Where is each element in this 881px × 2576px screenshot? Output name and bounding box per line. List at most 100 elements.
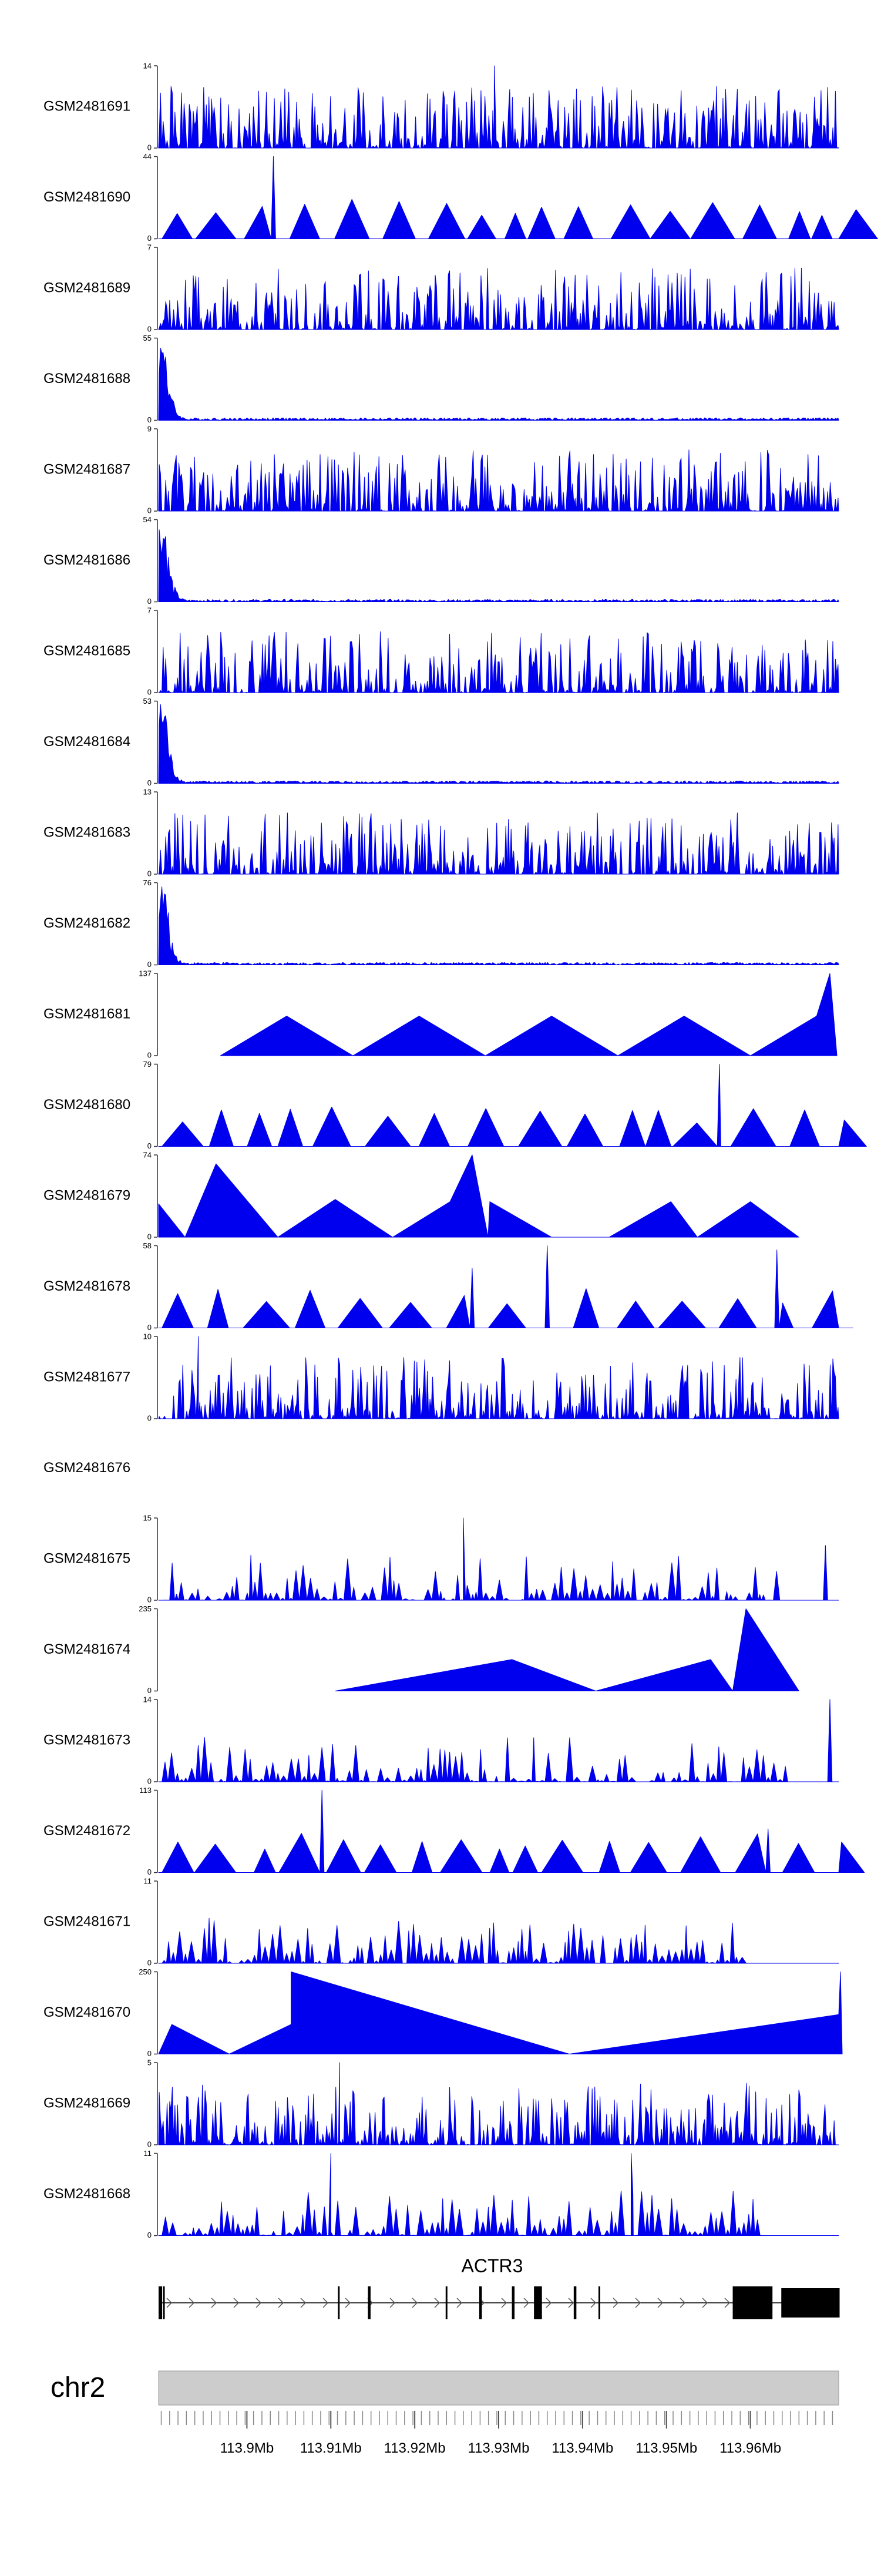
strand-arrow bbox=[613, 2298, 619, 2308]
track-gsm2481673: GSM2481673 14 0 bbox=[43, 1695, 839, 1785]
exon bbox=[159, 2286, 163, 2319]
signal-area bbox=[158, 65, 839, 149]
track-gsm2481681: GSM2481681 137 0 bbox=[43, 969, 838, 1059]
signal-area bbox=[158, 2153, 839, 2236]
axis-tick-label: 113.96Mb bbox=[719, 2440, 781, 2456]
exon bbox=[573, 2286, 577, 2319]
exon bbox=[781, 2288, 840, 2318]
track-gsm2481689: GSM2481689 7 0 bbox=[43, 243, 839, 333]
track-gsm2481668: GSM2481668 11 0 bbox=[43, 2149, 839, 2239]
strand-arrow bbox=[434, 2298, 441, 2308]
signal-area bbox=[158, 1699, 839, 1782]
y-axis-max-label: 113 bbox=[139, 1786, 152, 1795]
y-axis-min-label: 0 bbox=[147, 143, 152, 152]
strand-arrow bbox=[546, 2298, 552, 2308]
y-axis-max-label: 58 bbox=[143, 1241, 152, 1250]
exon bbox=[445, 2286, 448, 2319]
y-axis-min-label: 0 bbox=[147, 778, 152, 787]
y-axis-max-label: 76 bbox=[143, 878, 152, 887]
track-gsm2481676: GSM2481676 bbox=[43, 1460, 130, 1476]
track-label: GSM2481670 bbox=[43, 2004, 130, 2020]
strand-arrow bbox=[233, 2298, 240, 2308]
y-axis-max-label: 10 bbox=[143, 1332, 152, 1341]
strand-arrow bbox=[724, 2298, 731, 2308]
signal-area bbox=[158, 1917, 839, 1964]
y-axis-min-label: 0 bbox=[147, 1595, 152, 1604]
y-axis-min-label: 0 bbox=[147, 1868, 152, 1876]
signal-area bbox=[335, 1608, 799, 1691]
y-axis-min-label: 0 bbox=[147, 234, 152, 243]
exon bbox=[534, 2286, 542, 2319]
y-axis-max-label: 9 bbox=[147, 424, 152, 433]
strand-arrow bbox=[322, 2298, 329, 2308]
track-gsm2481670: GSM2481670 250 0 bbox=[43, 1967, 843, 2058]
track-gsm2481672: GSM2481672 113 0 bbox=[43, 1786, 865, 1876]
signal-area bbox=[158, 348, 839, 421]
y-axis-max-label: 79 bbox=[143, 1060, 152, 1069]
strand-arrow bbox=[255, 2298, 262, 2308]
track-label: GSM2481669 bbox=[43, 2095, 130, 2111]
track-gsm2481680: GSM2481680 79 0 bbox=[43, 1060, 867, 1150]
track-label: GSM2481668 bbox=[43, 2186, 130, 2202]
y-axis-max-label: 7 bbox=[147, 243, 152, 251]
strand-arrow bbox=[680, 2298, 686, 2308]
axis-tick-label: 113.93Mb bbox=[468, 2440, 530, 2456]
y-axis-min-label: 0 bbox=[147, 597, 152, 606]
axis-tick-label: 113.95Mb bbox=[635, 2440, 697, 2456]
y-axis-max-label: 7 bbox=[147, 606, 152, 614]
track-label: GSM2481679 bbox=[43, 1187, 130, 1203]
y-axis-min-label: 0 bbox=[147, 324, 152, 333]
y-axis-min-label: 0 bbox=[147, 687, 152, 696]
signal-area bbox=[158, 1154, 799, 1238]
ideogram-band bbox=[158, 2370, 839, 2406]
exon bbox=[512, 2286, 515, 2319]
track-label: GSM2481671 bbox=[43, 1913, 130, 1929]
y-axis-min-label: 0 bbox=[147, 2049, 152, 2058]
track-label: GSM2481688 bbox=[43, 371, 130, 387]
y-axis-max-label: 5 bbox=[147, 2058, 152, 2067]
track-label: GSM2481686 bbox=[43, 552, 130, 568]
signal-area bbox=[158, 449, 839, 512]
signal-area bbox=[158, 1790, 865, 1873]
exon bbox=[368, 2286, 371, 2319]
strand-arrow bbox=[568, 2298, 574, 2308]
track-label: GSM2481684 bbox=[43, 734, 130, 750]
track-label: GSM2481674 bbox=[43, 1641, 130, 1657]
gene-name: ACTR3 bbox=[462, 2255, 523, 2276]
y-axis-max-label: 15 bbox=[143, 1513, 152, 1522]
track-label: GSM2481691 bbox=[43, 98, 130, 114]
track-label: GSM2481672 bbox=[43, 1823, 130, 1839]
exon bbox=[598, 2286, 600, 2319]
y-axis-max-label: 53 bbox=[143, 697, 152, 706]
track-gsm2481677: GSM2481677 10 0 bbox=[43, 1332, 839, 1422]
y-axis-min-label: 0 bbox=[147, 2140, 152, 2148]
y-axis-min-label: 0 bbox=[147, 415, 152, 424]
y-axis-max-label: 235 bbox=[139, 1604, 152, 1613]
track-gsm2481675: GSM2481675 15 0 bbox=[43, 1513, 839, 1604]
track-label: GSM2481685 bbox=[43, 643, 130, 659]
strand-arrow bbox=[702, 2298, 708, 2308]
track-label: GSM2481677 bbox=[43, 1369, 130, 1385]
axis-tick-label: 113.91Mb bbox=[300, 2440, 362, 2456]
y-axis-max-label: 54 bbox=[143, 515, 152, 524]
gene-track: ACTR3 bbox=[159, 2255, 840, 2319]
y-axis-max-label: 13 bbox=[143, 787, 152, 796]
track-gsm2481678: GSM2481678 58 0 bbox=[43, 1241, 853, 1332]
track-gsm2481684: GSM2481684 53 0 bbox=[43, 697, 839, 787]
signal-area bbox=[158, 1245, 853, 1328]
signal-area bbox=[158, 156, 878, 239]
signal-area bbox=[158, 704, 839, 784]
genome-axis: 113.9Mb 113.91Mb 113.92Mb 113.93Mb 113.94Mb 1… bbox=[160, 2411, 833, 2456]
track-label: GSM2481678 bbox=[43, 1278, 130, 1294]
signal-area bbox=[158, 529, 839, 602]
strand-arrow bbox=[389, 2298, 396, 2308]
track-label: GSM2481687 bbox=[43, 461, 130, 477]
track-label: GSM2481673 bbox=[43, 1732, 130, 1748]
y-axis-min-label: 0 bbox=[147, 1958, 152, 1967]
signal-area bbox=[158, 2062, 839, 2145]
y-axis-min-label: 0 bbox=[147, 960, 152, 969]
track-gsm2481679: GSM2481679 74 0 bbox=[43, 1150, 799, 1241]
track-gsm2481690: GSM2481690 44 0 bbox=[43, 152, 878, 243]
y-axis-max-label: 250 bbox=[139, 1967, 152, 1976]
